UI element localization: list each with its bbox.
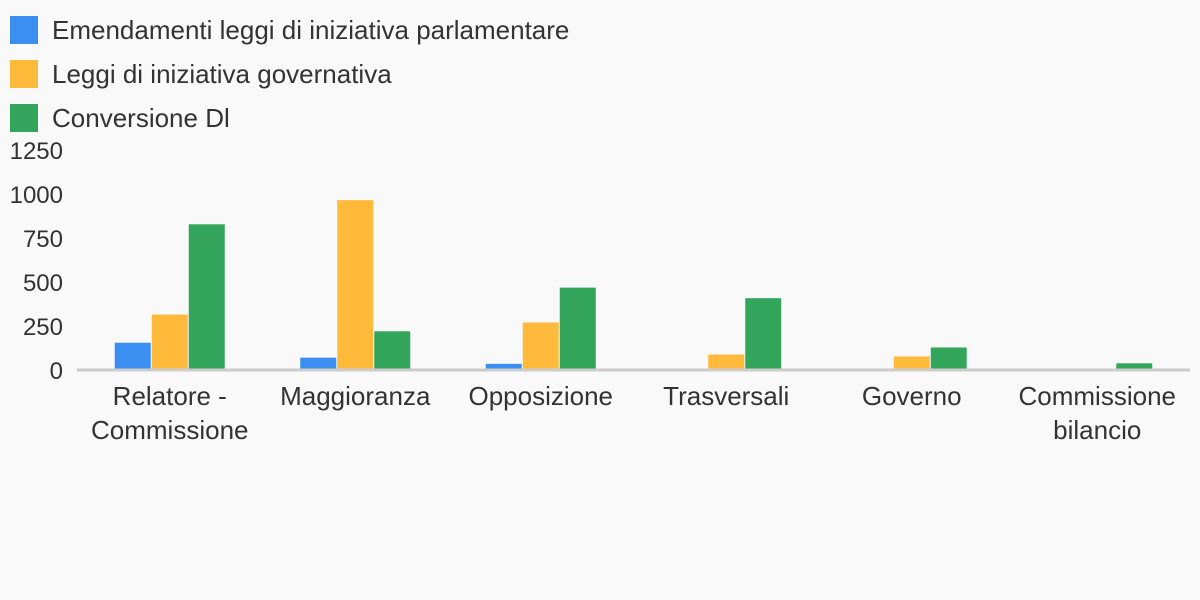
y-tick-label: 250 <box>23 314 63 341</box>
x-tick-label: Commissione bilancio <box>1019 381 1177 445</box>
legend-item-parlamentare[interactable]: Emendamenti leggi di iniziativa parlamen… <box>10 8 569 52</box>
x-tick-label: Governo <box>862 381 962 411</box>
bar <box>893 356 930 370</box>
legend-swatch <box>10 16 38 44</box>
x-tick-label: Trasversali <box>663 381 789 411</box>
bar <box>300 357 337 370</box>
y-tick-label: 750 <box>23 226 63 253</box>
bar <box>151 314 188 370</box>
chart-legend: Emendamenti leggi di iniziativa parlamen… <box>10 8 569 140</box>
bar <box>188 224 225 370</box>
legend-item-conversione-dl[interactable]: Conversione Dl <box>10 96 569 140</box>
bar <box>708 354 745 370</box>
x-tick-label: Relatore -Commissione <box>91 381 249 445</box>
bar <box>522 322 559 370</box>
y-tick-label: 1000 <box>10 182 63 209</box>
bar <box>1116 363 1153 370</box>
legend-swatch <box>10 104 38 132</box>
y-tick-label: 0 <box>50 358 63 385</box>
legend-label: Conversione Dl <box>52 102 230 133</box>
x-tick-label: Opposizione <box>468 381 613 411</box>
x-tick-label: Maggioranza <box>280 381 431 411</box>
bar <box>745 298 782 370</box>
bar <box>337 200 374 370</box>
legend-label: Leggi di iniziativa governativa <box>52 58 392 89</box>
legend-swatch <box>10 60 38 88</box>
y-tick-label: 1250 <box>10 138 63 165</box>
legend-label: Emendamenti leggi di iniziativa parlamen… <box>52 14 570 45</box>
y-tick-label: 500 <box>23 270 63 297</box>
bar <box>559 287 596 370</box>
bar <box>485 363 522 370</box>
legend-item-governativa[interactable]: Leggi di iniziativa governativa <box>10 52 569 96</box>
bar <box>374 331 411 370</box>
bar <box>930 347 967 370</box>
bar <box>114 342 151 370</box>
